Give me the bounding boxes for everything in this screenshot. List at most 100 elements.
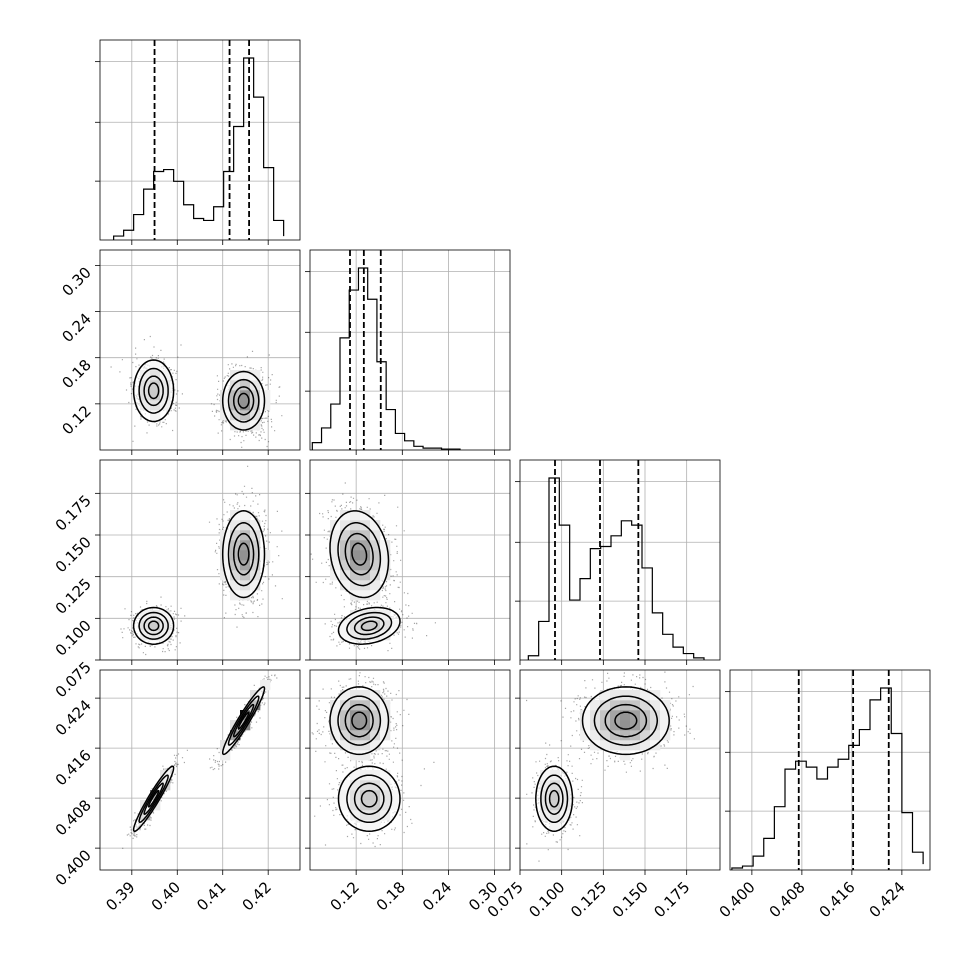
contour-level-4 [351, 542, 368, 566]
panel-background [520, 460, 720, 660]
panel-content [310, 460, 510, 660]
contour-level-3 [143, 375, 164, 407]
contour-level-1 [132, 606, 175, 645]
contour-level-1 [132, 765, 175, 832]
contour-fill [330, 510, 389, 598]
contour-level-1 [221, 510, 266, 599]
histogram-panel-4 [725, 669, 931, 875]
panel-frame [309, 669, 511, 871]
panel-frame [99, 39, 301, 241]
panel-content [100, 670, 300, 870]
histogram-panel-3 [515, 459, 721, 665]
panel-frame [309, 459, 511, 661]
x-tick-label: 0.408 [766, 878, 809, 921]
density-bin [230, 590, 241, 601]
panel-frame [99, 249, 301, 451]
y-tick-label: 0.424 [52, 696, 95, 739]
contour-level-4 [351, 711, 368, 730]
scatter-panel-2-4 [305, 669, 511, 875]
histogram-panel-1 [95, 39, 301, 245]
panel-frame [519, 669, 721, 871]
panel-frame [309, 249, 511, 451]
contour-fill [222, 686, 265, 755]
panel-frame [729, 669, 931, 871]
scatter-panel-3-4 [515, 669, 721, 875]
plot-layer: 0.400 0.408 0.416 0.4240.120.180.240.300.07… [52, 39, 931, 921]
x-tick-label: 0.41 [193, 878, 229, 914]
panel-background [100, 670, 300, 870]
scatter-panel-1-4 [95, 669, 301, 875]
contour-level-3 [143, 782, 164, 815]
y-tick-label: 0.125 [52, 575, 95, 618]
x-tick-label: 0.42 [239, 878, 275, 914]
scatter-panel-1-3 [95, 459, 301, 665]
density-bin [220, 750, 231, 761]
scatter-panel-2-3 [305, 459, 511, 665]
y-tick-label: 0.100 [52, 616, 95, 659]
panel-content [100, 250, 300, 450]
panel-background [730, 670, 930, 870]
contour-fill [133, 766, 174, 832]
contour-level-2 [540, 774, 569, 824]
x-tick-label: 0.400 [716, 878, 759, 921]
x-tick-label: 0.18 [373, 878, 409, 914]
x-tick-label: 0.39 [102, 878, 138, 914]
contour-level-2 [138, 367, 169, 414]
y-tick-label: 0.408 [52, 796, 95, 839]
y-tick-label: 0.30 [58, 263, 94, 299]
x-tick-label: 0.40 [148, 878, 184, 914]
y-tick-label: 0.075 [52, 658, 95, 701]
contour-level-1 [535, 765, 574, 833]
density-bin [260, 390, 271, 401]
x-tick-label: 0.100 [525, 878, 568, 921]
histogram-panel-2 [305, 249, 511, 455]
contour-level-4 [360, 620, 378, 632]
contour-level-2 [227, 378, 260, 423]
contour-level-4 [147, 382, 160, 400]
x-tick-label: 0.416 [816, 878, 859, 921]
contour-fill [338, 607, 400, 645]
contour-level-3 [143, 616, 164, 636]
panel-background [100, 40, 300, 240]
x-tick-label: 0.175 [650, 878, 693, 921]
histogram-step [731, 687, 924, 870]
y-tick-label: 0.416 [52, 746, 95, 789]
y-tick-label: 0.400 [52, 846, 95, 889]
panel-content [100, 460, 300, 660]
contour-level-2 [337, 695, 382, 746]
contour-level-3 [353, 616, 385, 636]
contour-level-1 [581, 686, 670, 756]
contour-level-4 [237, 711, 250, 731]
density-bin [620, 750, 631, 761]
density-bin [330, 570, 341, 581]
panel-background [100, 250, 300, 450]
contour-level-2 [346, 611, 393, 640]
contour-level-2 [138, 774, 169, 824]
contour-level-3 [232, 532, 255, 576]
contour-level-1 [132, 359, 175, 423]
contour-level-4 [237, 542, 250, 566]
contour-level-2 [346, 774, 393, 824]
contour-level-3 [353, 782, 385, 815]
contour-level-2 [227, 522, 260, 587]
scatter-panel-1-2 [95, 249, 301, 455]
contour-level-3 [344, 703, 374, 738]
density-bin [360, 750, 371, 761]
y-tick-label: 0.18 [58, 356, 94, 392]
density-bin [580, 730, 591, 741]
panel-content [310, 670, 510, 870]
contour-level-4 [147, 789, 160, 808]
contour-level-4 [548, 789, 560, 808]
density-bin [350, 750, 361, 761]
panel-frame [519, 459, 721, 661]
y-tick-label: 0.12 [58, 402, 94, 438]
contour-level-4 [614, 711, 638, 730]
contour-level-4 [147, 620, 160, 632]
contour-level-3 [604, 703, 648, 738]
contour-level-1 [337, 606, 401, 645]
x-tick-label: 0.150 [609, 878, 652, 921]
density-bin [260, 680, 271, 691]
contour-level-2 [593, 695, 659, 746]
density-bin [250, 370, 261, 381]
contour-level-4 [237, 392, 250, 409]
